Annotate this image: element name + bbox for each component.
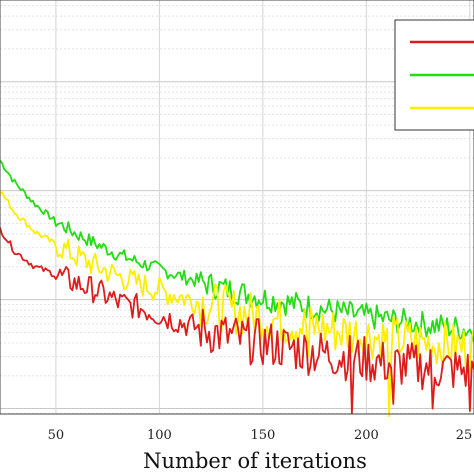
x-tick-label: 25 bbox=[456, 428, 473, 443]
x-axis-label: Number of iterations bbox=[143, 449, 367, 473]
x-axis-ticks: 50 100 150 200 25 bbox=[48, 428, 473, 443]
series-line bbox=[0, 227, 474, 415]
plot-frame bbox=[0, 0, 474, 415]
series-lines bbox=[0, 159, 474, 418]
legend bbox=[394, 19, 474, 131]
x-tick-label: 150 bbox=[250, 428, 275, 443]
x-tick-label: 200 bbox=[354, 428, 379, 443]
series-line bbox=[0, 159, 474, 343]
x-tick-label: 100 bbox=[147, 428, 172, 443]
x-tick-label: 50 bbox=[48, 428, 65, 443]
